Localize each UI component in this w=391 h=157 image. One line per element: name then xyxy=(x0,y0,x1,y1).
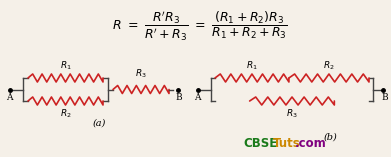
Text: $R_3$: $R_3$ xyxy=(286,107,298,119)
Text: (a): (a) xyxy=(92,119,106,128)
Text: B: B xyxy=(176,94,182,103)
Text: A: A xyxy=(6,94,12,103)
Text: .com: .com xyxy=(295,137,327,150)
Text: Tuts: Tuts xyxy=(273,137,301,150)
Text: CBSE: CBSE xyxy=(243,137,277,150)
Text: B: B xyxy=(382,94,388,103)
Text: $R_2$: $R_2$ xyxy=(323,60,335,72)
Text: $R_1$: $R_1$ xyxy=(59,60,72,72)
Text: (b): (b) xyxy=(323,133,337,142)
Text: $R\ =\ \dfrac{R'R_3}{R' + R_3}\ =\ \dfrac{(R_1 + R_2)R_3}{R_1 + R_2 + R_3}$: $R\ =\ \dfrac{R'R_3}{R' + R_3}\ =\ \dfra… xyxy=(112,9,288,43)
Text: $R_2$: $R_2$ xyxy=(60,107,71,119)
Text: $R_3$: $R_3$ xyxy=(135,68,147,81)
Text: A: A xyxy=(194,94,200,103)
Text: $R_1$: $R_1$ xyxy=(246,60,258,72)
